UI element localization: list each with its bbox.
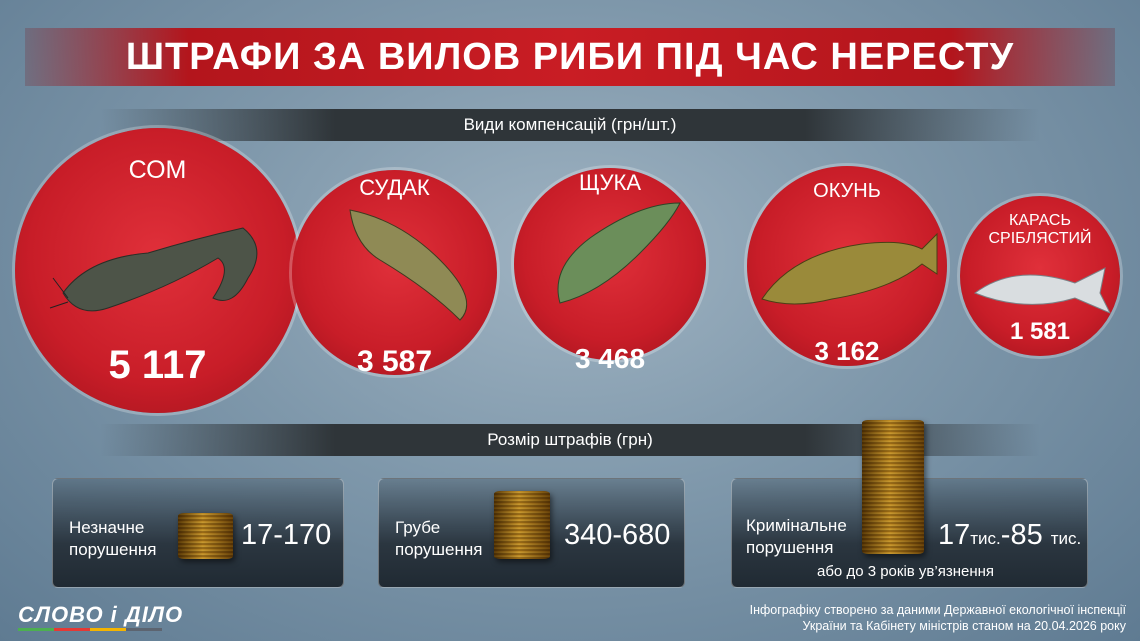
coin-stack-icon (494, 491, 550, 559)
fish-value: 3 162 (814, 336, 880, 366)
fine-label-line: Грубе (395, 518, 441, 537)
fish-value: 3 587 (356, 345, 433, 378)
fish-circle-zander: СУДАК 3 587 (292, 170, 497, 378)
fine-panel-gross: Грубе порушення 340-680 (378, 478, 685, 588)
title-banner: ШТРАФИ ЗА ВИЛОВ РИБИ ПІД ЧАС НЕРЕСТУ (25, 28, 1115, 86)
fish-name: СОМ (128, 156, 187, 184)
fine-label-line: порушення (746, 538, 834, 557)
fish-value: 1 581 (1009, 318, 1071, 345)
fine-value: 340-680 (564, 519, 671, 551)
source-note: Інфографіку створено за даними Державної… (750, 602, 1126, 634)
fish-name: КАРАСЬ СРІБЛЯСТИЙ (988, 212, 1092, 247)
fish-value: 5 117 (108, 343, 207, 387)
pike-icon (557, 202, 681, 304)
fine-value: 17тис.-85 тис. (938, 519, 1081, 552)
fine-unit: тис. (970, 529, 1001, 548)
fish-name: ОКУНЬ (813, 180, 881, 202)
fine-unit: тис. (1050, 529, 1082, 548)
fine-value-min: 17 (938, 519, 971, 551)
crucian-icon (973, 267, 1112, 314)
fine-panel-minor: Незначне порушення 17-170 (52, 478, 344, 588)
fish-value: 3 468 (574, 343, 646, 374)
fine-label: Незначне порушення (69, 517, 157, 561)
fine-label: Грубе порушення (395, 517, 483, 561)
fish-name: ЩУКА (578, 170, 642, 195)
fish-circle-crucian: КАРАСЬ СРІБЛЯСТИЙ 1 581 (960, 196, 1120, 356)
fish-circle-perch: ОКУНЬ 3 162 (747, 166, 947, 366)
fine-value-max: -85 (1000, 519, 1043, 551)
fine-note: або до 3 років ув’язнення (817, 563, 995, 580)
fine-label-line: Кримінальне (746, 516, 847, 535)
zander-icon (348, 209, 467, 321)
compensation-heading: Види компенсацій (грн/шт.) (100, 109, 1040, 141)
logo: СЛОВО і ДІЛО (18, 602, 184, 627)
coin-stack-icon (862, 420, 924, 554)
logo-color-bar (18, 628, 162, 631)
fine-label-line: Незначне (69, 518, 145, 537)
fish-circle-pike: ЩУКА 3 468 (514, 168, 706, 374)
perch-icon (761, 232, 938, 305)
source-line: Інфографіку створено за даними Державної… (749, 603, 1126, 617)
fine-label: Кримінальне порушення (746, 515, 847, 559)
fish-circle-catfish: СОМ 5 117 (15, 128, 300, 413)
catfish-icon (49, 227, 257, 312)
source-line: України та Кабінету міністрів станом на … (802, 619, 1127, 633)
fine-label-line: порушення (395, 540, 483, 559)
coin-stack-icon (178, 513, 233, 559)
page-title: ШТРАФИ ЗА ВИЛОВ РИБИ ПІД ЧАС НЕРЕСТУ (125, 35, 1015, 78)
fine-value: 17-170 (241, 519, 332, 551)
fish-name: СУДАК (359, 175, 430, 200)
fine-label-line: порушення (69, 540, 157, 559)
